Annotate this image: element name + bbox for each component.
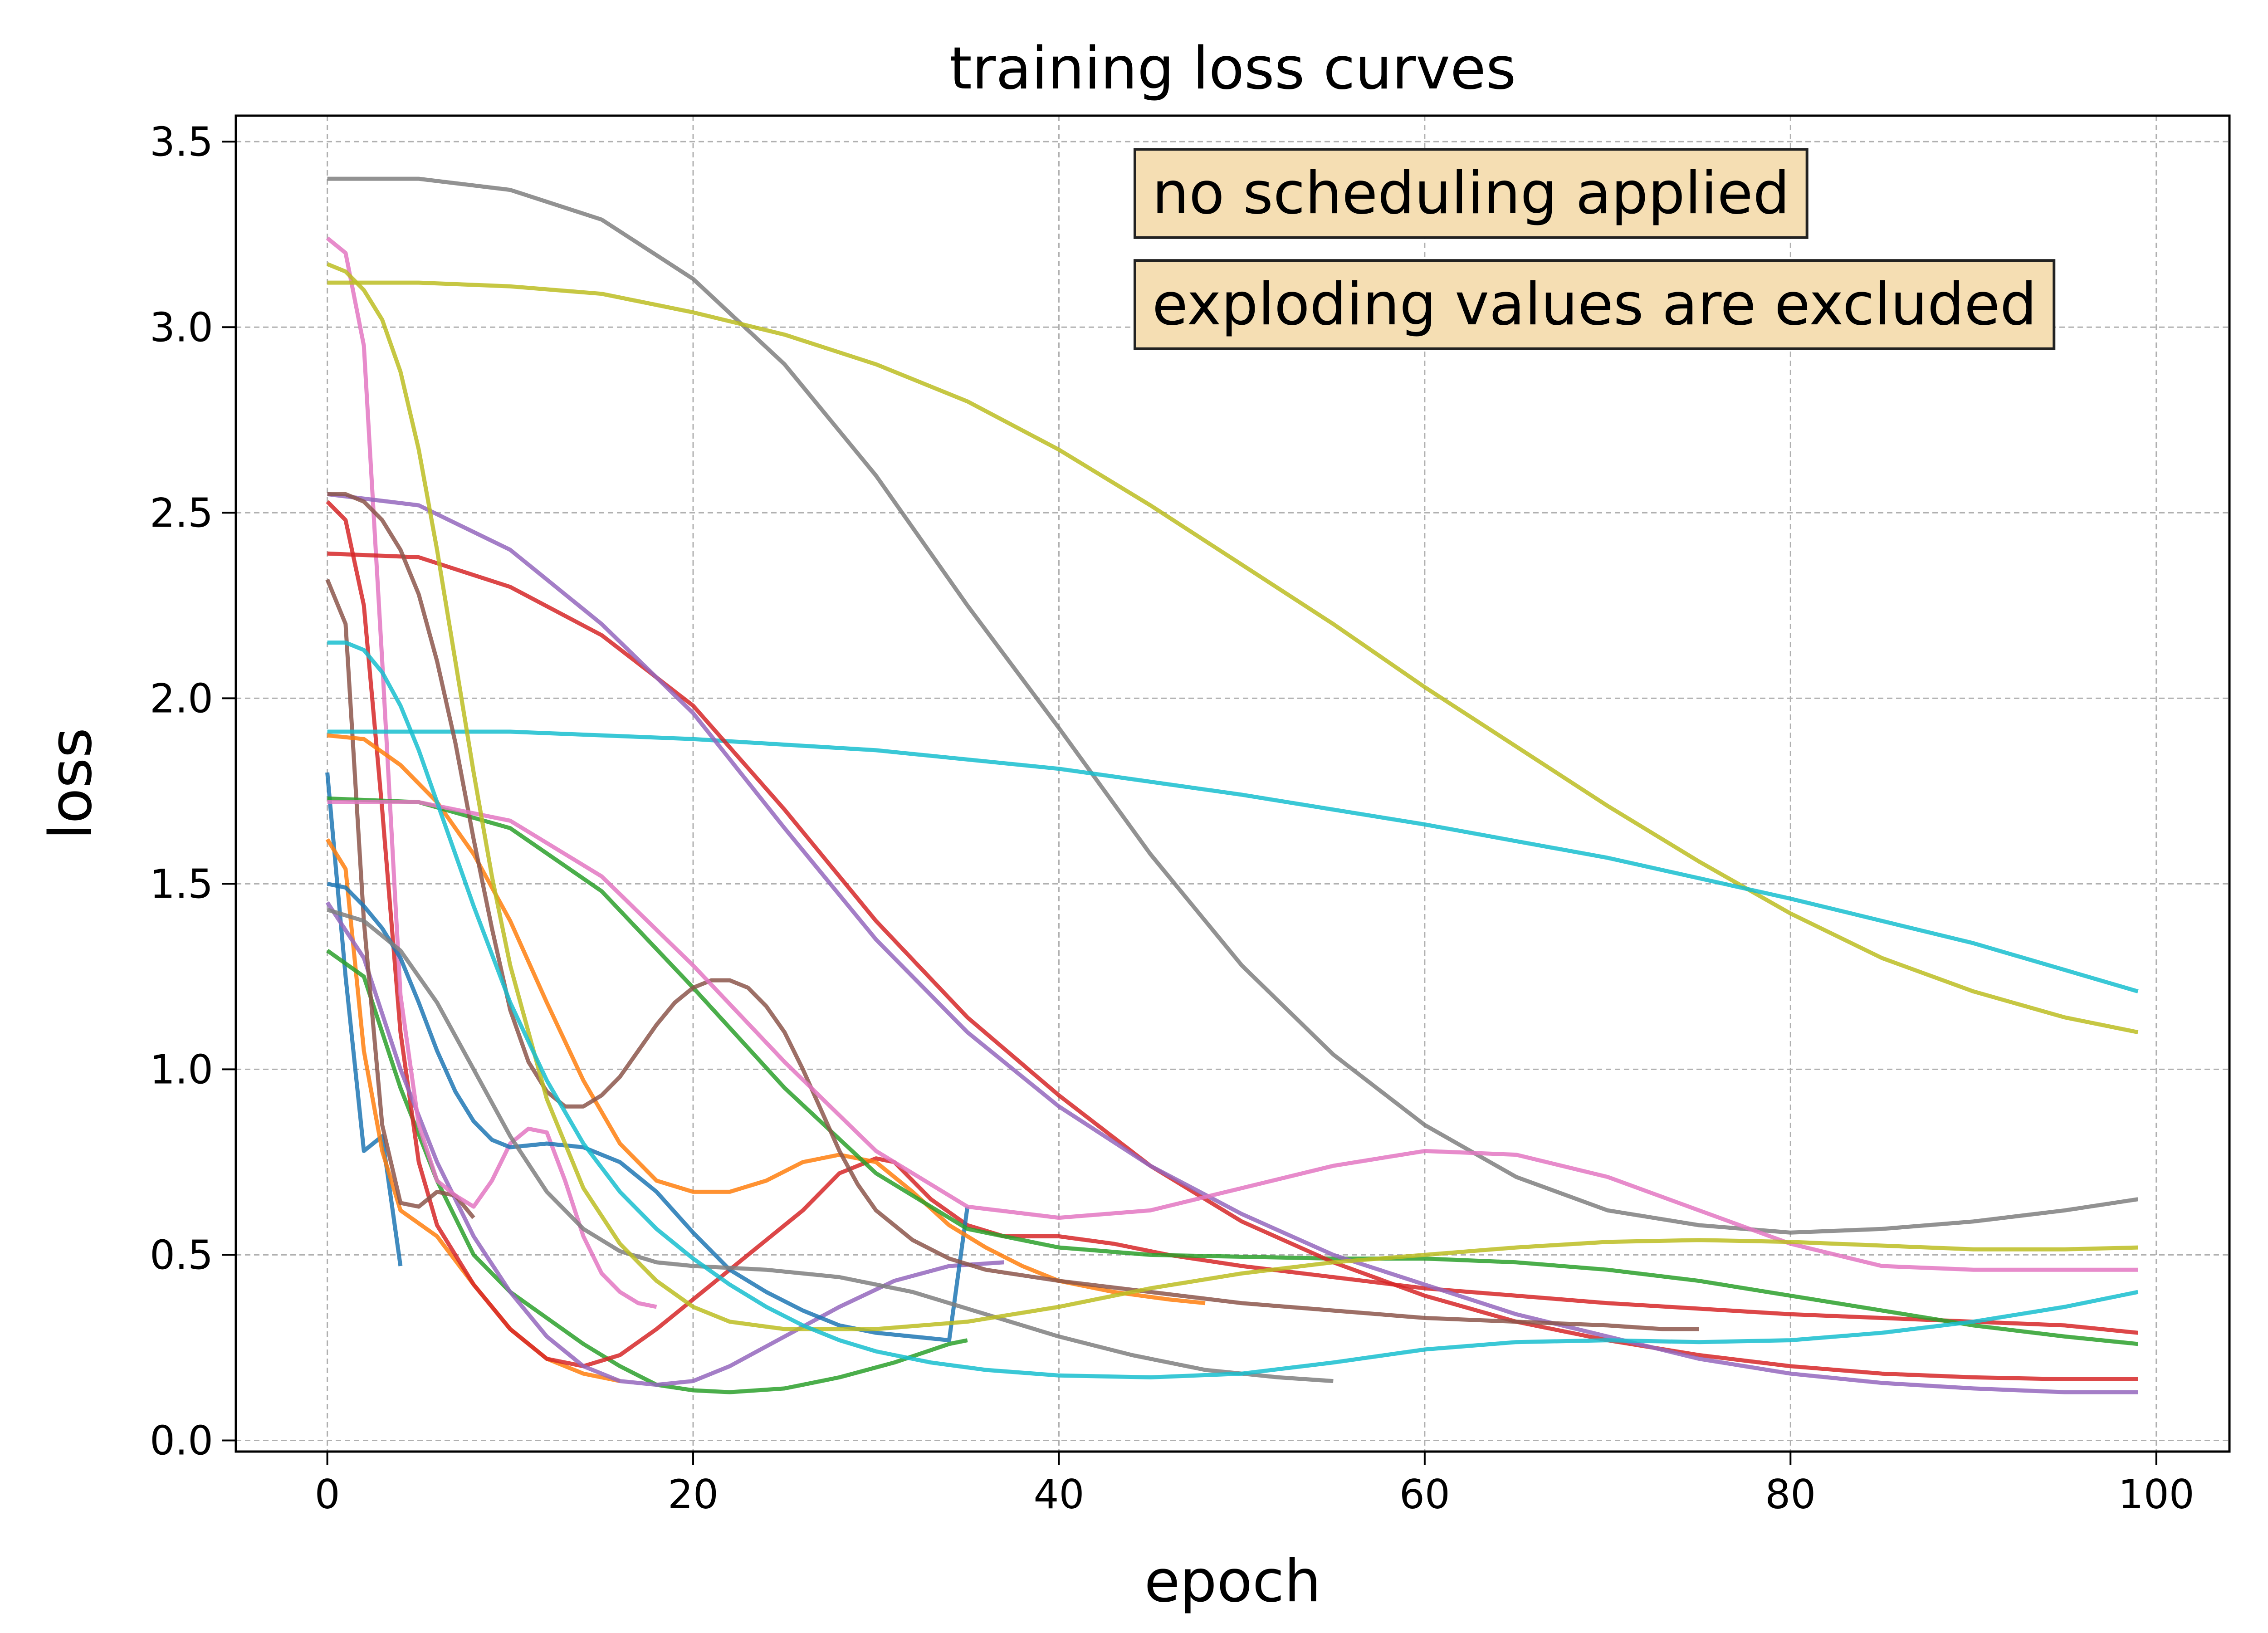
y-tick-label: 0.0 bbox=[150, 1417, 213, 1464]
x-tick-label: 80 bbox=[1765, 1471, 1816, 1518]
annotation-box bbox=[1134, 148, 1809, 239]
x-tick-label: 60 bbox=[1399, 1471, 1450, 1518]
x-axis-label: epoch bbox=[1144, 1548, 1321, 1615]
x-tick-label: 40 bbox=[1033, 1471, 1084, 1518]
series-group bbox=[325, 176, 2139, 1394]
x-tick-label: 20 bbox=[668, 1471, 719, 1518]
series-line-17 bbox=[327, 800, 2138, 1272]
x-tick-label: 100 bbox=[2118, 1471, 2195, 1518]
series-line-10 bbox=[327, 729, 2139, 993]
annotation-no-scheduling: no scheduling applied bbox=[1134, 148, 1809, 239]
series-line-18 bbox=[327, 908, 1334, 1384]
y-axis-ticks: 0.0 0.5 1.0 1.5 2.0 2.5 3.0 3.5 bbox=[150, 118, 236, 1464]
y-tick-label: 2.5 bbox=[150, 489, 213, 536]
chart-title: training loss curves bbox=[949, 35, 1516, 103]
series-line-9 bbox=[327, 280, 2139, 1035]
series-line-20 bbox=[327, 640, 2139, 1379]
series-line-2 bbox=[325, 838, 621, 1384]
series-line-8 bbox=[327, 176, 2139, 1235]
series-line-14 bbox=[327, 551, 2138, 1381]
series-line-13 bbox=[327, 796, 2138, 1346]
x-axis-ticks: 0 20 40 60 80 100 bbox=[315, 1452, 2195, 1518]
axes-frame bbox=[235, 114, 2231, 1453]
y-tick-label: 3.0 bbox=[150, 304, 213, 351]
series-line-7 bbox=[326, 236, 657, 1309]
annotation-text: no scheduling applied bbox=[1152, 160, 1790, 227]
series-line-15 bbox=[327, 492, 2138, 1394]
series-line-12 bbox=[327, 733, 1206, 1305]
y-tick-label: 0.5 bbox=[150, 1232, 213, 1278]
annotation-exploding-excluded: exploding values are excluded bbox=[1134, 259, 2056, 350]
series-line-16 bbox=[327, 492, 1699, 1331]
y-tick-label: 1.0 bbox=[150, 1046, 213, 1093]
series-line-6 bbox=[325, 578, 475, 1219]
x-tick-label: 0 bbox=[315, 1471, 340, 1518]
series-line-19 bbox=[326, 262, 2138, 1331]
series-line-1 bbox=[325, 772, 403, 1266]
y-tick-label: 3.5 bbox=[150, 118, 213, 165]
series-line-5 bbox=[325, 901, 1004, 1387]
y-tick-label: 1.5 bbox=[150, 861, 213, 907]
y-axis-label: loss bbox=[37, 728, 105, 840]
annotation-text: exploding values are excluded bbox=[1152, 271, 2037, 338]
y-tick-label: 2.0 bbox=[150, 675, 213, 722]
annotation-box bbox=[1134, 259, 2056, 350]
series-line-4 bbox=[326, 500, 2138, 1369]
